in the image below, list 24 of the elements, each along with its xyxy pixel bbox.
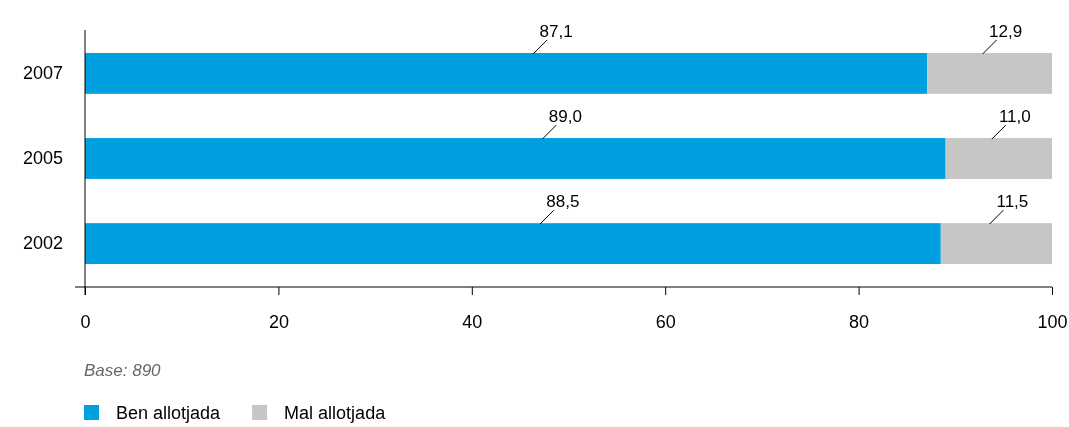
y-tick-label: 2007 <box>22 63 63 84</box>
data-label: 12,9 <box>989 21 1023 41</box>
bar <box>945 138 1052 179</box>
x-tick-label: 40 <box>462 311 483 332</box>
bar <box>940 223 1052 265</box>
data-label: 11,0 <box>998 107 1031 127</box>
data-label: 88,5 <box>546 192 580 212</box>
x-tick-label: 80 <box>849 311 870 332</box>
x-tick-label: 20 <box>268 311 289 332</box>
bar <box>85 138 946 179</box>
data-label: 89,0 <box>548 107 582 127</box>
bar <box>85 52 928 94</box>
data-label: 87,1 <box>539 21 573 41</box>
bar <box>927 52 1052 94</box>
x-tick-label: 100 <box>1037 311 1068 332</box>
x-tick-label: 60 <box>655 311 676 332</box>
data-label: 11,5 <box>996 192 1029 212</box>
legend-label: Ben allotjada <box>116 403 222 423</box>
legend-label: Mal allotjada <box>284 403 387 423</box>
x-tick-label: 0 <box>80 311 91 332</box>
y-tick-label: 2005 <box>22 148 63 169</box>
y-tick-label: 2002 <box>22 233 63 254</box>
bar <box>85 223 941 265</box>
text: Base: 890 <box>84 361 162 380</box>
